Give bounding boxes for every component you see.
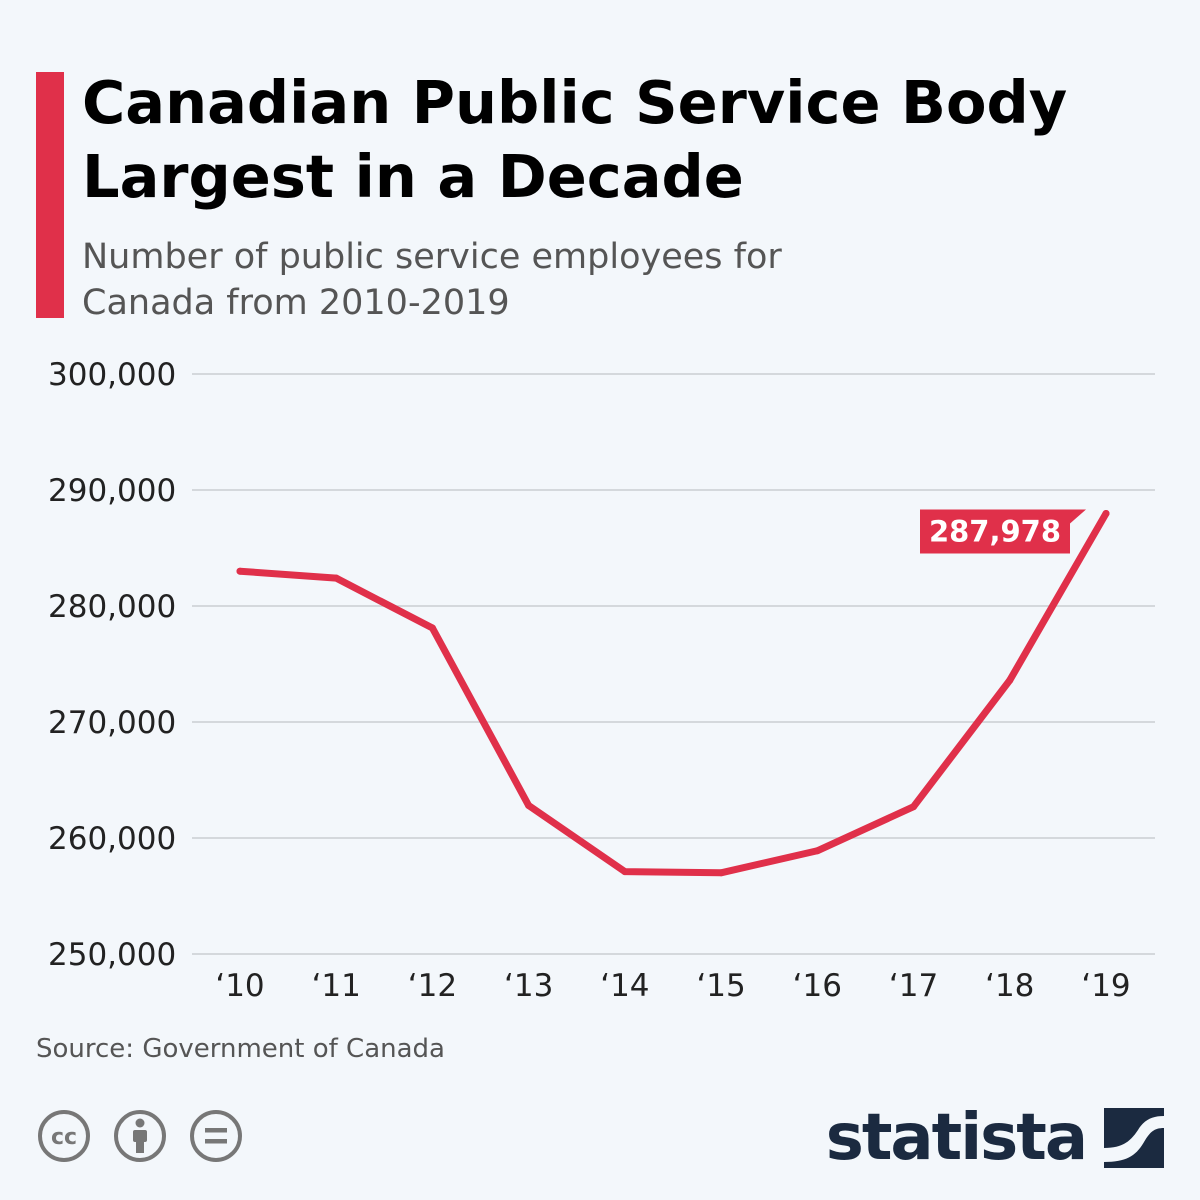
line-chart: 250,000 260,000 270,000 280,000 290,000 300,0… bbox=[48, 357, 1155, 1004]
chart-subtitle: Number of public service employees for C… bbox=[82, 237, 782, 323]
x-tick-label: ‘16 bbox=[793, 968, 842, 1004]
source-note: Source: Government of Canada bbox=[36, 1034, 445, 1064]
data-point bbox=[1102, 509, 1110, 517]
cc-icon[interactable]: cc bbox=[38, 1110, 90, 1162]
data-point bbox=[428, 624, 436, 632]
x-tick-label: ‘14 bbox=[600, 968, 649, 1004]
svg-text:cc: cc bbox=[51, 1125, 77, 1150]
y-tick-label: 250,000 bbox=[48, 937, 176, 973]
series bbox=[236, 509, 1110, 877]
gridlines bbox=[192, 373, 1155, 955]
x-tick-label: ‘12 bbox=[408, 968, 457, 1004]
annotations: 287,978 bbox=[920, 509, 1086, 554]
data-point bbox=[910, 803, 918, 811]
data-point bbox=[332, 574, 340, 582]
y-tick-label: 290,000 bbox=[48, 473, 176, 509]
x-tick-label: ‘17 bbox=[889, 968, 938, 1004]
x-tick-label: ‘18 bbox=[985, 968, 1034, 1004]
y-tick-label: 270,000 bbox=[48, 705, 176, 741]
value-callout-label: 287,978 bbox=[929, 514, 1061, 548]
statista-logo-icon bbox=[1104, 1108, 1164, 1168]
accent-bar bbox=[36, 72, 64, 318]
license-icons: cc bbox=[36, 1108, 246, 1164]
brand-name: statista bbox=[825, 1101, 1088, 1175]
value-callout bbox=[920, 509, 1086, 554]
brand-logo: statista bbox=[826, 1098, 1164, 1178]
y-tick-label: 280,000 bbox=[48, 589, 176, 625]
y-tick-label: 260,000 bbox=[48, 821, 176, 857]
data-point bbox=[525, 802, 533, 810]
x-axis-ticks: ‘10 ‘11 ‘12 ‘13 ‘14 ‘15 ‘16 ‘17 ‘18 ‘19 bbox=[215, 968, 1130, 1004]
data-point bbox=[813, 847, 821, 855]
y-axis-ticks: 250,000 260,000 270,000 280,000 290,000 300,0… bbox=[48, 357, 176, 973]
data-point bbox=[236, 567, 244, 575]
chart-title: Canadian Public Service Body Largest in … bbox=[82, 68, 1068, 211]
x-tick-label: ‘13 bbox=[504, 968, 553, 1004]
x-tick-label: ‘11 bbox=[312, 968, 361, 1004]
x-tick-label: ‘10 bbox=[215, 968, 264, 1004]
no-derivatives-icon[interactable] bbox=[190, 1110, 242, 1162]
data-point bbox=[621, 868, 629, 876]
x-tick-label: ‘15 bbox=[696, 968, 745, 1004]
data-point bbox=[717, 869, 725, 877]
series-line bbox=[236, 509, 1110, 877]
x-tick-label: ‘19 bbox=[1081, 968, 1130, 1004]
y-tick-label: 300,000 bbox=[48, 357, 176, 393]
data-point bbox=[1006, 676, 1014, 684]
attribution-icon[interactable] bbox=[114, 1110, 166, 1162]
